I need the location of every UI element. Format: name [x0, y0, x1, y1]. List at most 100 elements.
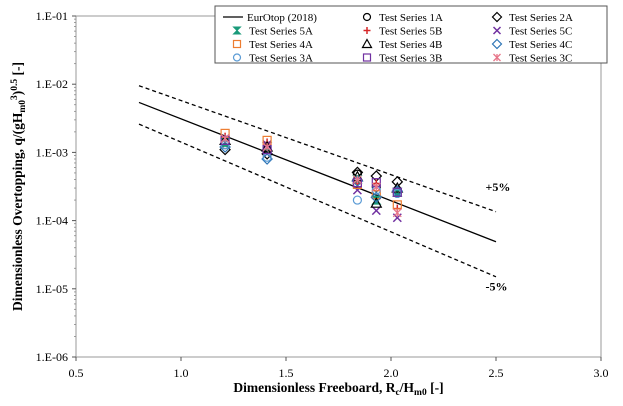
point-test-series-4c [370, 191, 383, 204]
lower-bound-line [138, 123, 497, 278]
point-test-series-5c [371, 206, 381, 216]
point-test-series-4c [219, 141, 231, 153]
point-test-series-5c-d2 [371, 206, 381, 216]
legend-label: Test Series 5C [509, 26, 572, 38]
legend-label: Test Series 3A [249, 53, 313, 65]
legend-marker [492, 26, 502, 35]
legend-marker-shape [232, 39, 242, 49]
legend-marker [493, 53, 501, 62]
reference-lines-group [138, 85, 497, 278]
legend-label: Test Series 2A [509, 12, 573, 24]
annotation-plus-5: +5% [486, 180, 511, 194]
legend-marker [232, 39, 242, 49]
x-tick-label: 2.0 [384, 366, 399, 380]
legend-marker-shape [232, 53, 242, 62]
plot-area-frame [75, 15, 602, 358]
x-tick-label: 1.0 [174, 366, 189, 380]
point-test-series-3a-shape [352, 195, 362, 205]
y-title-sup2: 0.5 [10, 79, 20, 91]
legend-item: Test Series 1A [362, 12, 443, 24]
legend-item: Test Series 3A [232, 53, 313, 65]
legend-item: Test Series 5B [363, 26, 442, 38]
point-test-series-2a [261, 148, 273, 160]
point-test-series-4c-shape [219, 141, 231, 153]
x-tick-label: 1.5 [279, 366, 294, 380]
legend-marker-shape [232, 26, 242, 35]
legend-marker-shape [491, 38, 503, 50]
y-title-mid: ) [10, 91, 25, 96]
point-test-series-4c [261, 153, 273, 165]
legend-item: Test Series 2A [491, 11, 573, 24]
legend-label: Test Series 4A [249, 39, 313, 51]
point-test-series-4c-shape [370, 191, 383, 204]
legend-label: Test Series 5B [379, 26, 442, 38]
legend-label: Test Series 3C [509, 53, 572, 65]
legend-item: Test Series 3B [362, 53, 442, 65]
x-tick-label: 2.5 [489, 366, 504, 380]
annotations-group: +5% -5% [486, 180, 511, 293]
annotation-minus-5: -5% [486, 279, 508, 293]
point-test-series-4b [391, 181, 404, 193]
y-title-sup1: 3 [10, 95, 20, 100]
y-title-tail: [-] [10, 62, 25, 79]
legend-marker [232, 26, 242, 35]
legend-label: Test Series 4B [379, 39, 442, 51]
point-test-series-4c-shape [351, 175, 364, 187]
legend-label: Test Series 5A [249, 26, 313, 38]
legend-marker [363, 27, 371, 34]
point-test-series-3a [352, 195, 362, 205]
legend-label: Test Series 1A [379, 12, 443, 24]
eurotop-line [138, 101, 497, 243]
axis-titles-group: Dimensionless Freeboard, Rc/Hm0 [-] Dime… [10, 62, 444, 398]
x-title-mid: /H [399, 380, 415, 395]
x-axis-title: Dimensionless Freeboard, Rc/Hm0 [-] [233, 380, 443, 398]
legend-marker [362, 53, 372, 62]
point-test-series-3c [371, 182, 381, 192]
x-tick-label: 0.5 [69, 366, 84, 380]
point-test-series-5c [352, 185, 362, 195]
axes-group: 0.5 1.0 1.5 2.0 2.5 3.0 1.E-06 1.E-05 1.E-04 1.E-… [36, 9, 609, 380]
legend-marker-shape [491, 11, 503, 23]
y-tick-label: 1.E-02 [36, 77, 68, 91]
legend-item: EurOtop (2018) [223, 12, 317, 24]
point-test-series-4b [370, 196, 383, 208]
legend-marker [491, 11, 503, 23]
legend-marker-shape [362, 12, 372, 22]
legend-item: Test Series 3C [493, 53, 572, 65]
y-tick-label: 1.E-04 [36, 214, 68, 228]
y-tick-label: 1.E-01 [36, 9, 68, 23]
point-test-series-3b-shape [392, 187, 402, 197]
legend-marker [491, 38, 503, 50]
legend-item: Test Series 5A [232, 26, 313, 38]
point-test-series-3c [262, 142, 272, 152]
point-test-series-3c [220, 134, 230, 143]
legend-item: Test Series 4C [491, 38, 572, 51]
x-title-sub1: c [396, 388, 400, 398]
legend-label: Test Series 3B [379, 53, 442, 65]
point-test-series-3c [352, 175, 362, 184]
x-title-sub2: m0 [414, 388, 427, 398]
point-test-series-4c-shape [261, 153, 273, 165]
x-title-main: Dimensionless Freeboard, R [233, 380, 395, 395]
y-tick-label: 1.E-03 [36, 145, 68, 159]
legend-marker [361, 38, 373, 49]
legend-marker-shape [362, 53, 372, 62]
y-title-sub: m0 [18, 100, 28, 113]
legend-item: Test Series 4B [361, 38, 442, 51]
legend-label: Test Series 4C [509, 39, 572, 51]
legend-box [214, 5, 608, 64]
legend-item: Test Series 5C [492, 26, 572, 38]
y-axis-title: Dimensionless Overtopping, q/(gHm03)0.5 … [10, 62, 28, 311]
legend-marker-d2 [492, 26, 502, 35]
legend-marker [232, 53, 242, 62]
point-test-series-3c [392, 208, 402, 218]
legend: EurOtop (2018) Test Series 1A Test Series … [214, 5, 608, 65]
point-test-series-4c [351, 175, 364, 187]
legend-item: Test Series 4A [232, 39, 313, 51]
y-tick-label: 1.E-06 [36, 350, 68, 364]
legend-marker [362, 12, 372, 22]
y-title-main: Dimensionless Overtopping, q/(gH [10, 112, 25, 311]
point-test-series-3b [392, 187, 402, 197]
